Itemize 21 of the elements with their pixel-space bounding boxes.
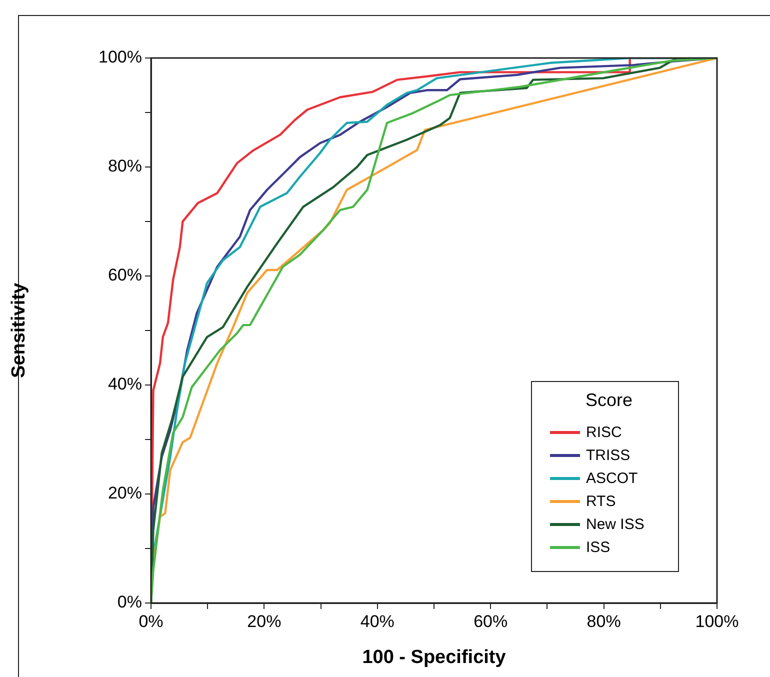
legend-label: New ISS [586, 516, 644, 533]
y-tick-label: 40% [108, 374, 142, 394]
x-tick-label: 80% [586, 612, 621, 631]
legend-label: RTS [586, 493, 616, 510]
legend-label: ASCOT [586, 470, 638, 487]
y-tick-label: 60% [108, 266, 142, 285]
legend-title: Score [584, 390, 634, 411]
x-tick-label: 60% [474, 612, 508, 631]
y-tick-label: 20% [108, 484, 142, 503]
legend-label: ISS [586, 539, 610, 556]
x-tick-label: 0% [138, 612, 164, 631]
y-tick-label: 80% [108, 156, 142, 176]
x-tick-label: 20% [247, 612, 282, 631]
legend-label: TRISS [586, 447, 630, 464]
legend-label: RISC [586, 424, 622, 441]
x-tick-label: 40% [360, 612, 394, 631]
y-tick-label: 100% [98, 48, 142, 67]
y-axis-title: Sensitivity [8, 282, 30, 378]
y-tick-label: 0% [117, 592, 142, 612]
x-axis-title: 100 - Specificity [362, 646, 506, 668]
x-tick-label: 100% [695, 612, 739, 631]
